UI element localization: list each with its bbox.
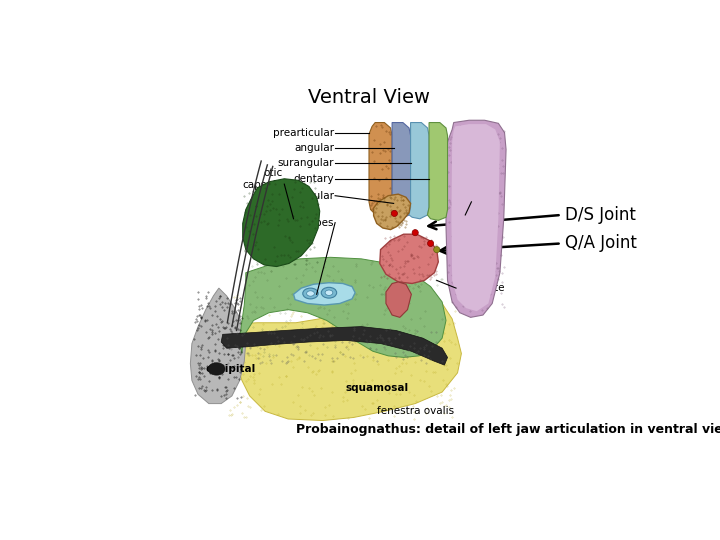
Ellipse shape: [412, 230, 418, 236]
Text: articular: articular: [290, 191, 334, 201]
Text: occipital: occipital: [206, 364, 256, 374]
Text: jugal: jugal: [473, 197, 498, 207]
Text: prearticular: prearticular: [273, 127, 334, 138]
Text: stapes: stapes: [300, 218, 334, 228]
Polygon shape: [369, 123, 392, 217]
Text: Ventral View: Ventral View: [308, 88, 430, 107]
Text: angular: angular: [294, 143, 334, 153]
Polygon shape: [222, 288, 462, 421]
Text: otic
capsule: otic capsule: [243, 168, 283, 190]
Text: Probainognathus: detail of left jaw articulation in ventral view: Probainognathus: detail of left jaw arti…: [296, 423, 720, 436]
Polygon shape: [428, 123, 448, 220]
Text: fenestra ovalis: fenestra ovalis: [377, 406, 454, 416]
Polygon shape: [243, 179, 320, 267]
Ellipse shape: [428, 240, 433, 247]
Polygon shape: [190, 288, 246, 403]
Ellipse shape: [392, 211, 397, 217]
Text: Q/A Joint: Q/A Joint: [564, 234, 636, 252]
Polygon shape: [409, 123, 429, 219]
Polygon shape: [379, 234, 438, 284]
Polygon shape: [390, 123, 410, 219]
Polygon shape: [374, 194, 410, 230]
Polygon shape: [446, 120, 506, 318]
Ellipse shape: [433, 247, 440, 253]
Ellipse shape: [303, 288, 318, 299]
Polygon shape: [386, 282, 411, 318]
Polygon shape: [221, 327, 448, 365]
Ellipse shape: [208, 363, 225, 375]
Text: D/S Joint: D/S Joint: [564, 206, 636, 224]
Ellipse shape: [325, 290, 333, 295]
Polygon shape: [451, 124, 500, 311]
Polygon shape: [294, 283, 355, 305]
Ellipse shape: [321, 287, 337, 298]
Text: squamosal: squamosal: [345, 383, 408, 393]
Text: dentary: dentary: [294, 174, 334, 184]
Text: quadrate: quadrate: [457, 283, 505, 293]
Ellipse shape: [307, 291, 315, 296]
Polygon shape: [240, 257, 446, 357]
Text: surangular: surangular: [278, 158, 334, 168]
